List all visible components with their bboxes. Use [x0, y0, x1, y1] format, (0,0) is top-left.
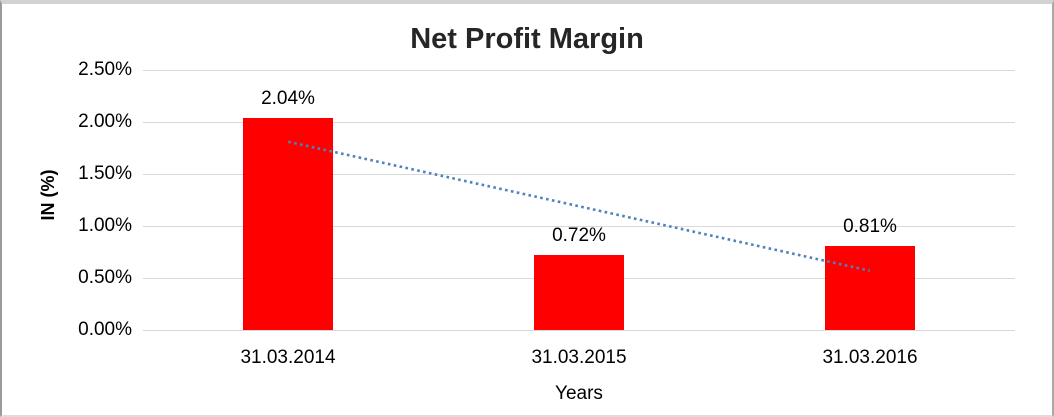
bar-31.03.2014: [243, 118, 333, 330]
chart-title: Net Profit Margin: [410, 23, 644, 55]
gridline: [143, 174, 1015, 175]
category-label: 31.03.2014: [240, 347, 336, 368]
y-tick-label: 2.50%: [78, 59, 132, 80]
gridline: [143, 330, 1015, 331]
bar-31.03.2016: [825, 246, 915, 330]
trendline-line: [288, 140, 870, 272]
data-label: 0.81%: [843, 216, 897, 237]
y-tick-label: 1.00%: [78, 215, 132, 236]
data-label: 0.72%: [552, 225, 606, 246]
category-label: 31.03.2016: [822, 347, 918, 368]
trendline: [288, 140, 870, 272]
gridline: [143, 70, 1015, 71]
y-tick-label: 2.00%: [78, 111, 132, 132]
category-label: 31.03.2015: [531, 347, 627, 368]
y-tick-label: 0.50%: [78, 267, 132, 288]
data-label: 2.04%: [261, 88, 315, 109]
gridline: [143, 226, 1015, 227]
x-axis-title: Years: [555, 383, 603, 404]
gridline: [143, 122, 1015, 123]
y-tick-label: 0.00%: [78, 319, 132, 340]
bar-31.03.2015: [534, 255, 624, 330]
y-tick-label: 1.50%: [78, 163, 132, 184]
